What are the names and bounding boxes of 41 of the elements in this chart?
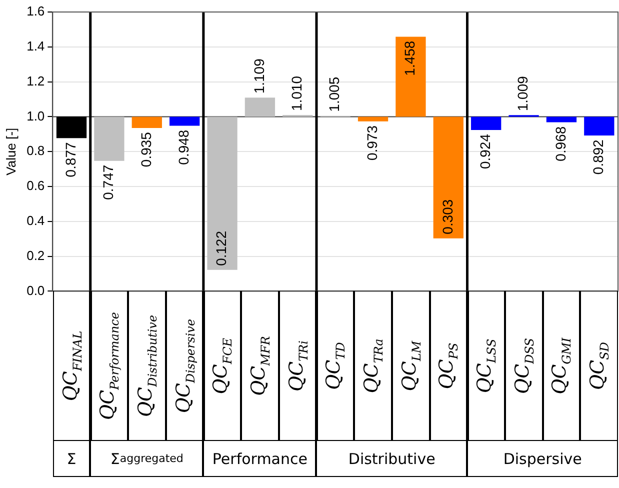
text: Dispersive (467, 441, 618, 478)
y-tick-label: 0.4 (26, 212, 45, 228)
bar (396, 36, 426, 117)
y-tick-label: 1.2 (26, 73, 45, 88)
bar (170, 116, 200, 126)
data-label: 0.892 (590, 139, 606, 175)
y-tick-label: 0.8 (26, 143, 45, 158)
text: Σ (52, 441, 90, 478)
y-tick-label: 0.6 (26, 178, 45, 194)
bar (471, 116, 502, 130)
data-label: 0.968 (552, 126, 568, 162)
bar (584, 116, 614, 136)
bar (94, 116, 124, 161)
bar (207, 116, 238, 270)
y-axis-title: Value [-] (3, 128, 18, 176)
y-tick-label: 0.0 (26, 282, 45, 298)
bar (433, 116, 464, 238)
data-label: 0.877 (62, 142, 78, 178)
text: Distributive (316, 441, 468, 478)
bar (56, 116, 87, 138)
text: Performance (203, 441, 316, 478)
data-label: 0.747 (100, 164, 116, 200)
data-label: 1.005 (326, 76, 342, 112)
bar (244, 98, 276, 117)
y-tick-label: 1.4 (26, 38, 45, 54)
data-label: 0.935 (138, 132, 154, 168)
y-tick-label: 1.0 (26, 108, 45, 124)
data-label: 0.122 (213, 230, 230, 266)
y-tick-label: 0.2 (26, 248, 45, 263)
bar (132, 116, 162, 128)
data-label: 1.010 (288, 76, 305, 111)
data-label: 1.109 (250, 58, 267, 94)
bar (358, 116, 388, 122)
data-label: 1.458 (402, 40, 418, 76)
data-label: 0.303 (439, 199, 456, 234)
y-tick-label: 1.6 (26, 4, 45, 19)
data-label: 0.948 (175, 130, 192, 165)
data-label: 0.973 (364, 125, 380, 160)
data-label: 1.009 (514, 76, 531, 112)
data-label: 0.924 (476, 134, 493, 170)
bar (546, 116, 577, 122)
